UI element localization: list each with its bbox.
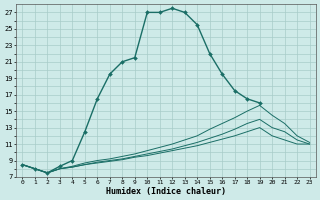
X-axis label: Humidex (Indice chaleur): Humidex (Indice chaleur) <box>106 187 226 196</box>
